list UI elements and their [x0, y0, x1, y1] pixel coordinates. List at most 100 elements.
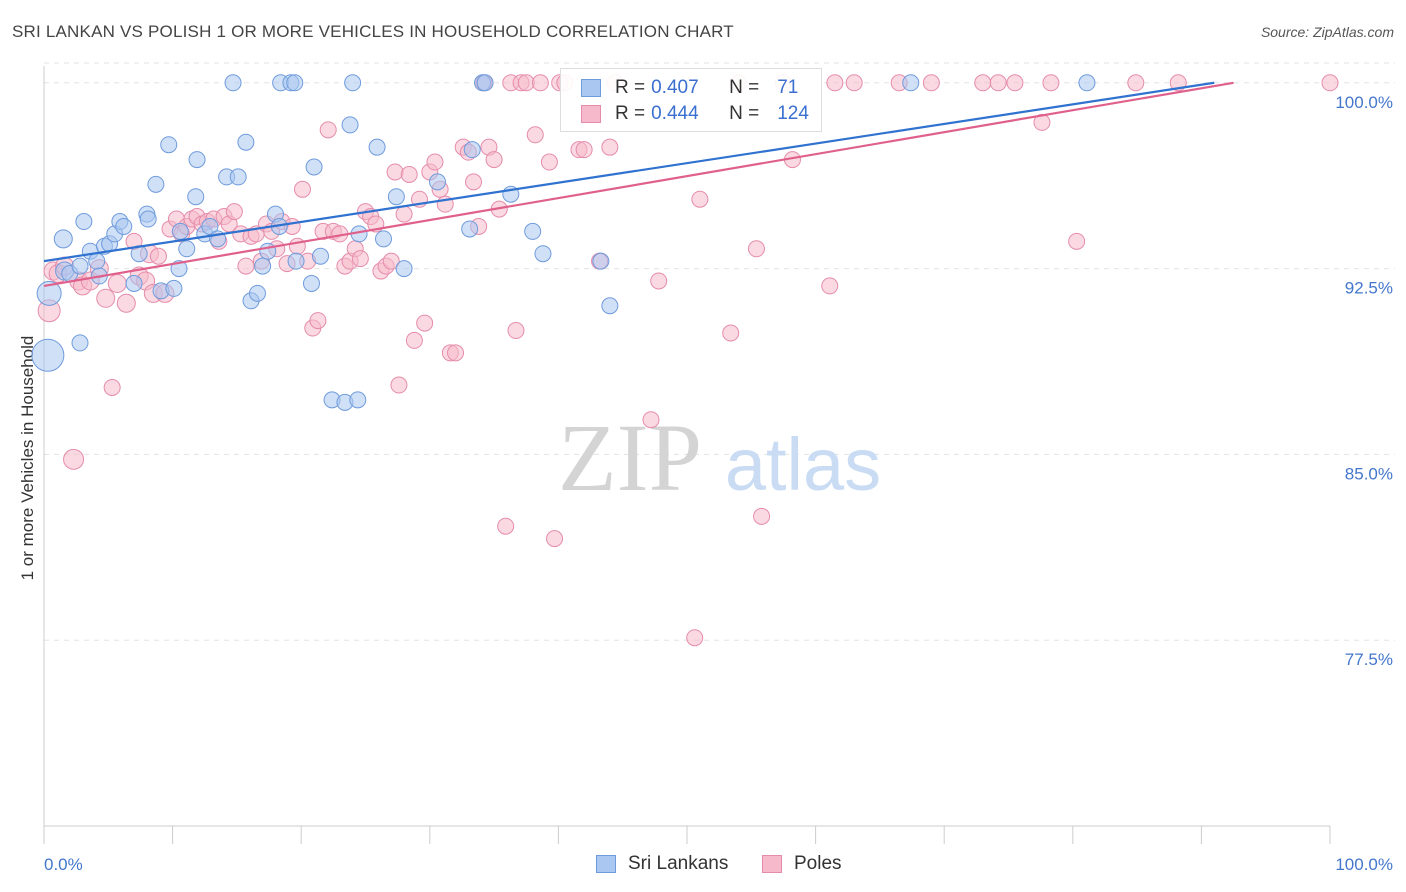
- poles-point: [103, 378, 121, 396]
- poles-point: [845, 74, 863, 92]
- x-tick-label: 100.0%: [1335, 855, 1393, 874]
- source-label: Source: ZipAtlas.com: [1260, 24, 1394, 40]
- x-tick-label: 0.0%: [44, 855, 83, 874]
- sri-lankans-point: [71, 334, 89, 352]
- watermark-zip: ZIP: [558, 404, 702, 511]
- r-value: 0.444: [651, 103, 699, 124]
- poles-point: [426, 153, 444, 171]
- poles-point: [149, 247, 167, 265]
- poles-point: [390, 376, 408, 394]
- poles-point: [531, 74, 549, 92]
- r-value: 0.407: [651, 77, 699, 98]
- sri-lankans-point: [188, 151, 206, 169]
- poles-point: [400, 165, 418, 183]
- axes: [43, 66, 1331, 844]
- poles-point: [382, 252, 400, 270]
- sri-lankans-point: [311, 247, 329, 265]
- sri-lankans-point: [524, 222, 542, 240]
- y-tick-label: 92.5%: [1345, 279, 1393, 298]
- sri-lankans-point: [463, 141, 481, 159]
- poles-point: [642, 411, 660, 429]
- poles-point: [989, 74, 1007, 92]
- sri-lankans-point: [302, 274, 320, 292]
- poles-point: [485, 151, 503, 169]
- sri-lankans-point: [165, 279, 183, 297]
- poles-point: [747, 240, 765, 258]
- poles-swatch: [581, 105, 601, 123]
- sri-lankans-point: [75, 213, 93, 231]
- poles-point: [386, 163, 404, 181]
- sri-lankans-point: [368, 138, 386, 156]
- sri-lankans-point: [229, 168, 247, 186]
- poles-point: [1006, 74, 1024, 92]
- tick-labels: 77.5% 85.0% 92.5% 100.0% 0.0% 100.0%: [44, 93, 1393, 874]
- sri-lankans-point: [387, 188, 405, 206]
- poles-point: [922, 74, 940, 92]
- poles-point: [753, 507, 771, 525]
- sri-lankans-point: [476, 74, 494, 92]
- sri-lankans-point: [341, 116, 359, 134]
- sri-lankans-point: [349, 391, 367, 409]
- sri-lankans-point: [286, 74, 304, 92]
- n-label: N =: [729, 77, 760, 98]
- legend-item-sri-lankans[interactable]: Sri Lankans: [596, 852, 728, 876]
- sri-lankans-point: [254, 257, 272, 275]
- y-tick-label: 85.0%: [1345, 464, 1393, 483]
- poles-point: [575, 141, 593, 159]
- poles-point: [546, 530, 564, 548]
- sri-lankans-point: [31, 338, 65, 372]
- sri-lankans-trend-line: [43, 81, 1215, 263]
- sri-lankans-point: [375, 230, 393, 248]
- sri-lankans-point: [592, 252, 610, 270]
- poles-point: [826, 74, 844, 92]
- sri-lankans-point: [178, 240, 196, 258]
- sri-lankans-point: [36, 280, 62, 306]
- poles-point: [447, 344, 465, 362]
- y-tick-label: 77.5%: [1345, 650, 1393, 669]
- sri-lankans-point: [115, 217, 133, 235]
- r-label: R =: [615, 77, 646, 98]
- sri-lankans-point: [534, 245, 552, 263]
- legend-label: Sri Lankans: [628, 853, 729, 874]
- sri-lankans-legend-swatch: [596, 855, 616, 873]
- sri-lankans-point: [248, 284, 266, 302]
- sri-lankans-point: [305, 158, 323, 176]
- poles-point: [96, 288, 116, 308]
- poles-point: [405, 331, 423, 349]
- sri-lankans-point: [201, 217, 219, 235]
- stats-box: R = 0.407 N = 71 R = 0.444 N = 124: [560, 68, 822, 132]
- stats-row-sri-lankans: R = 0.407 N = 71: [581, 76, 798, 100]
- poles-point: [1068, 232, 1086, 250]
- sri-lankans-swatch: [581, 79, 601, 97]
- poles-point: [416, 314, 434, 332]
- poles-point: [63, 448, 85, 470]
- sri-lankans-point: [395, 260, 413, 278]
- legend-item-poles[interactable]: Poles: [762, 852, 842, 876]
- poles-point: [319, 121, 337, 139]
- sri-lankans-point: [125, 274, 143, 292]
- trend-lines: [43, 81, 1234, 288]
- sri-lankans-point: [147, 175, 165, 193]
- poles-point: [691, 190, 709, 208]
- poles-points: [37, 74, 1339, 647]
- sri-lankans-point: [344, 74, 362, 92]
- poles-point: [395, 205, 413, 223]
- poles-point: [465, 173, 483, 191]
- sri-lankans-points: [31, 74, 1096, 411]
- sri-lankans-point: [88, 252, 106, 270]
- poles-point: [309, 312, 327, 330]
- poles-point: [540, 153, 558, 171]
- sri-lankans-point: [237, 133, 255, 151]
- chart-title: SRI LANKAN VS POLISH 1 OR MORE VEHICLES …: [12, 22, 734, 41]
- poles-point: [686, 629, 704, 647]
- poles-point: [526, 126, 544, 144]
- poles-point: [225, 203, 243, 221]
- sri-lankans-point: [429, 173, 447, 191]
- poles-legend-swatch: [762, 855, 782, 873]
- n-value: 124: [777, 103, 809, 124]
- sri-lankans-point: [160, 136, 178, 154]
- poles-point: [1321, 74, 1339, 92]
- sri-lankans-point: [187, 188, 205, 206]
- poles-point: [650, 272, 668, 290]
